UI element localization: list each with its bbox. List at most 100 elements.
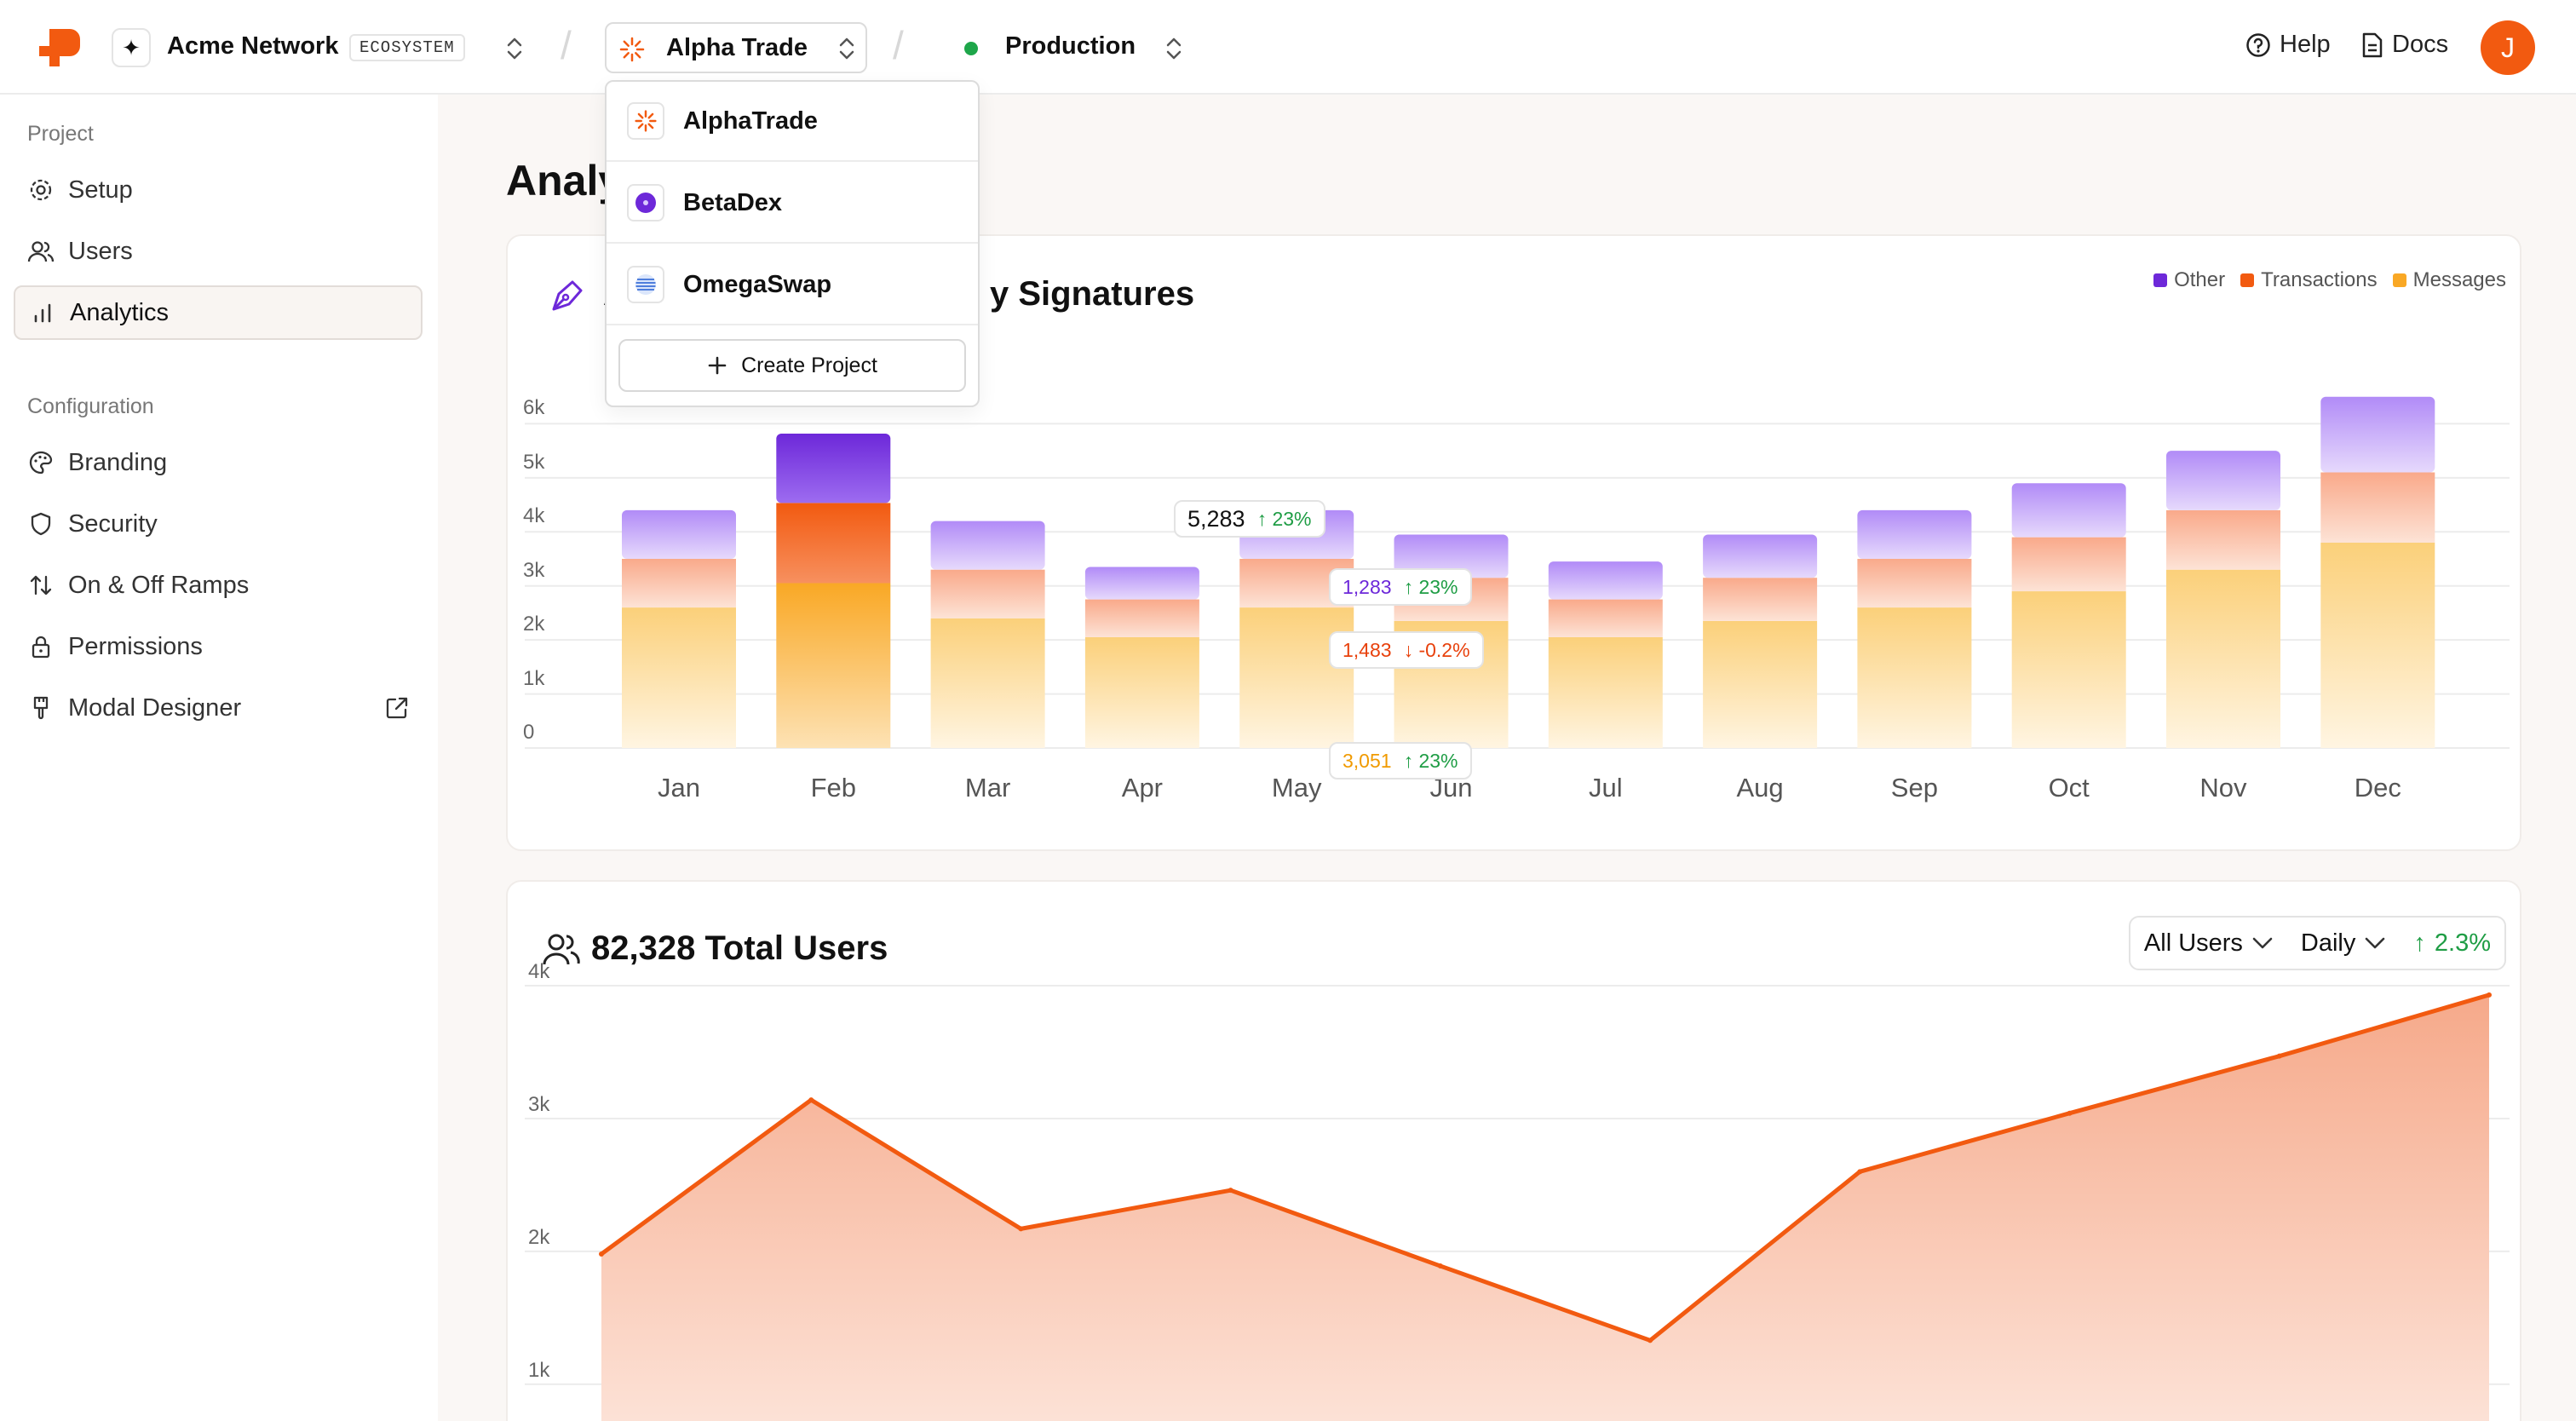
org-switch-chevron-icon[interactable] — [504, 34, 525, 63]
sun-icon — [619, 37, 645, 62]
sidebar-item-analytics[interactable]: Analytics — [14, 285, 423, 340]
legend-transactions[interactable]: Transactions — [2240, 268, 2378, 292]
data-point[interactable] — [1857, 1169, 1863, 1175]
project-option-betadex[interactable]: BetaDex — [607, 164, 978, 244]
bar-oct-transactions[interactable] — [2011, 537, 2126, 592]
data-point[interactable] — [2276, 1053, 2282, 1059]
bar-jul-messages[interactable] — [1548, 636, 1663, 748]
app-logo[interactable] — [39, 29, 80, 66]
project-switcher[interactable]: Alpha Trade — [605, 22, 867, 73]
bar-mar-other[interactable] — [930, 521, 1045, 570]
bar-oct-other[interactable] — [2011, 483, 2126, 538]
bar-aug-other[interactable] — [1703, 534, 1818, 578]
bar-dec-messages[interactable] — [2320, 542, 2435, 748]
sidebar-item-security[interactable]: Security — [14, 497, 423, 551]
project-option-alphatrade[interactable]: AlphaTrade — [607, 82, 978, 162]
help-label: Help — [2280, 31, 2331, 58]
bar-sep-messages[interactable] — [1857, 607, 1972, 748]
legend-other-label: Other — [2174, 268, 2226, 291]
legend-messages-label: Messages — [2412, 268, 2506, 291]
signatures-card: A y Signatures Other Transactions Messag… — [506, 234, 2521, 851]
tooltip-change-value: 23% — [1418, 749, 1458, 772]
data-point[interactable] — [1437, 1263, 1443, 1269]
data-point[interactable] — [2067, 1110, 2073, 1116]
x-tick-label: Jan — [658, 773, 700, 803]
bar-oct-messages[interactable] — [2011, 591, 2126, 748]
bar-nov-transactions[interactable] — [2166, 509, 2280, 570]
data-point[interactable] — [1018, 1226, 1024, 1232]
bar-feb-messages[interactable] — [776, 583, 891, 748]
bar-jul-transactions[interactable] — [1548, 599, 1663, 637]
org-badge: ECOSYSTEM — [349, 34, 465, 61]
bar-may-messages[interactable] — [1239, 607, 1354, 748]
tooltip-change-value: 23% — [1418, 575, 1458, 598]
user-type-select[interactable]: All Users — [2144, 929, 2274, 958]
sidebar-item-modal-designer[interactable]: Modal Designer — [14, 681, 423, 735]
x-tick-label: Mar — [964, 773, 1011, 803]
bar-sep-other[interactable] — [1857, 509, 1972, 559]
environment-chevron-icon[interactable] — [1164, 34, 1184, 63]
bar-apr-transactions[interactable] — [1084, 599, 1199, 637]
sidebar-item-label: Users — [68, 237, 133, 265]
legend-other[interactable]: Other — [2153, 268, 2225, 292]
bar-jan-other[interactable] — [622, 509, 736, 559]
bar-dec-transactions[interactable] — [2320, 472, 2435, 543]
project-option-omegaswap[interactable]: OmegaSwap — [607, 245, 978, 325]
data-point[interactable] — [1647, 1338, 1653, 1343]
bar-sep-transactions[interactable] — [1857, 559, 1972, 608]
create-project-button[interactable]: Create Project — [618, 339, 966, 392]
data-point[interactable] — [2487, 992, 2492, 998]
shield-icon — [27, 510, 55, 538]
area-line[interactable] — [599, 992, 2492, 1343]
bar-nov-messages[interactable] — [2166, 569, 2280, 748]
tooltip-change-value: -0.2% — [1418, 638, 1470, 661]
bar-dec-other[interactable] — [2320, 396, 2435, 473]
bar-jul-other[interactable] — [1548, 561, 1663, 600]
period-select[interactable]: Daily — [2301, 929, 2386, 958]
bar-apr-other[interactable] — [1084, 567, 1199, 600]
bar-mar-transactions[interactable] — [930, 569, 1045, 618]
bar-jan-transactions[interactable] — [622, 559, 736, 608]
bar-feb-transactions[interactable] — [776, 503, 891, 584]
arrows-updown-icon — [27, 572, 55, 599]
bar-aug-messages[interactable] — [1703, 620, 1818, 748]
y-tick-label: 2k — [523, 613, 545, 636]
sidebar: Project Setup Users Analytics Configurat… — [0, 95, 438, 1421]
bar-jan-messages[interactable] — [622, 607, 736, 748]
sidebar-item-label: Branding — [68, 448, 168, 476]
sun-icon — [627, 102, 664, 140]
tooltip-other: 1,283 ↑ 23% — [1329, 568, 1472, 606]
user-avatar[interactable]: J — [2481, 20, 2535, 75]
x-tick-label: Jul — [1588, 773, 1623, 803]
tooltip-change: ↑ 23% — [1404, 750, 1458, 773]
bar-mar-messages[interactable] — [930, 618, 1045, 748]
lock-icon — [27, 633, 55, 660]
sidebar-item-setup[interactable]: Setup — [14, 163, 423, 217]
gear-icon — [27, 176, 55, 204]
bar-aug-transactions[interactable] — [1703, 578, 1818, 621]
sidebar-item-users[interactable]: Users — [14, 224, 423, 279]
org-name[interactable]: Acme Network — [167, 32, 339, 60]
bar-feb-other[interactable] — [776, 434, 891, 503]
y-tick-label: 6k — [523, 396, 545, 420]
bar-apr-messages[interactable] — [1084, 636, 1199, 748]
create-project-label: Create Project — [741, 353, 877, 377]
environment-name[interactable]: Production — [1005, 32, 1136, 60]
sparkle-icon[interactable]: ✦ — [112, 28, 151, 67]
docs-link[interactable]: Docs — [2361, 31, 2448, 59]
legend-messages[interactable]: Messages — [2392, 268, 2506, 292]
sidebar-item-ramps[interactable]: On & Off Ramps — [14, 558, 423, 613]
data-point[interactable] — [1228, 1188, 1233, 1194]
sidebar-item-permissions[interactable]: Permissions — [14, 619, 423, 674]
project-name: Alpha Trade — [666, 34, 808, 61]
bar-nov-other[interactable] — [2166, 451, 2280, 510]
users-change-value: 2.3% — [2434, 929, 2491, 957]
total-users-title: 82,328 Total Users — [591, 929, 888, 967]
chevron-down-icon — [2366, 937, 2385, 949]
bar-jun-other[interactable] — [1394, 534, 1509, 578]
external-link-icon[interactable] — [383, 694, 411, 722]
sidebar-item-branding[interactable]: Branding — [14, 435, 423, 490]
data-point[interactable] — [599, 1251, 604, 1257]
data-point[interactable] — [808, 1097, 814, 1103]
help-link[interactable]: Help — [2245, 31, 2331, 59]
